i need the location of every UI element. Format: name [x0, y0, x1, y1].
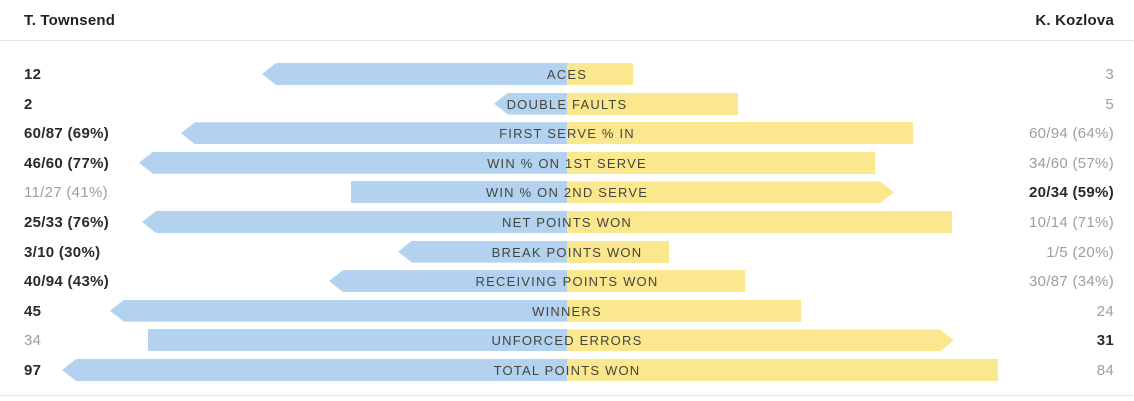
- left-player-bar: [329, 270, 567, 293]
- right-player-value: 1/5 (20%): [1046, 243, 1114, 261]
- stat-row: ACES 12 3: [0, 63, 1134, 93]
- right-player-bar: [567, 210, 952, 233]
- left-player-bar: [62, 358, 567, 381]
- left-player-bar: [351, 181, 567, 204]
- right-player-bar: [567, 299, 801, 322]
- right-player-value: 5: [1105, 95, 1114, 113]
- right-player-value: 31: [1096, 332, 1114, 350]
- stats-rows-container: ACES 12 3 DOUBLE FAULTS 2 5 FIRST SERVE % IN 60…: [0, 41, 1134, 389]
- right-player-bar: [567, 270, 745, 293]
- left-player-value: 3/10 (30%): [24, 243, 101, 261]
- left-player-bar: [181, 122, 567, 145]
- stat-row: FIRST SERVE % IN 60/87 (69%) 60/94 (64%): [0, 122, 1134, 152]
- stat-row: DOUBLE FAULTS 2 5: [0, 92, 1134, 123]
- right-player-bar: [567, 181, 894, 203]
- stats-header: T. Townsend K. Kozlova: [0, 0, 1134, 41]
- stat-row: WINNERS 45 24: [0, 299, 1134, 330]
- stat-label: TOTAL POINTS WON: [493, 362, 641, 378]
- stat-label: NET POINTS WON: [502, 214, 632, 230]
- stat-label: WINNERS: [532, 303, 602, 319]
- left-player-value: 25/33 (76%): [24, 213, 110, 231]
- left-player-value: 2: [24, 95, 33, 113]
- stat-label: RECEIVING POINTS WON: [475, 274, 659, 290]
- stat-label: WIN % ON 2ND SERVE: [485, 185, 649, 201]
- right-player-value: 30/87 (34%): [1028, 273, 1114, 291]
- stat-label: UNFORCED ERRORS: [491, 333, 643, 349]
- left-player-bar: [148, 329, 567, 352]
- left-player-bar: [262, 63, 567, 85]
- stat-row: BREAK POINTS WON 3/10 (30%) 1/5 (20%): [0, 240, 1134, 271]
- stat-row: UNFORCED ERRORS 34 31: [0, 329, 1134, 359]
- left-player-value: 12: [24, 66, 42, 83]
- right-player-name: K. Kozlova: [1035, 12, 1114, 29]
- right-player-bar: [567, 92, 738, 115]
- left-player-value: 60/87 (69%): [24, 125, 110, 143]
- right-player-value: 24: [1096, 302, 1114, 320]
- bottom-divider: [0, 394, 1134, 396]
- stat-label: ACES: [546, 67, 588, 82]
- left-player-value: 45: [24, 302, 42, 320]
- right-player-bar: [567, 151, 875, 174]
- stat-row: WIN % ON 2ND SERVE 11/27 (41%) 20/34 (59%): [0, 181, 1134, 211]
- right-player-value: 34/60 (57%): [1028, 154, 1114, 172]
- left-player-value: 34: [24, 332, 42, 350]
- left-player-bar: [142, 210, 567, 233]
- stat-label: DOUBLE FAULTS: [506, 96, 628, 112]
- stat-row: NET POINTS WON 25/33 (76%) 10/14 (71%): [0, 210, 1134, 241]
- left-player-bar: [494, 92, 567, 115]
- left-player-value: 11/27 (41%): [24, 184, 108, 202]
- left-player-bar: [110, 299, 567, 322]
- right-player-value: 20/34 (59%): [1028, 184, 1114, 202]
- left-player-value: 46/60 (77%): [24, 154, 110, 172]
- right-player-value: 3: [1105, 66, 1114, 83]
- left-player-bar: [398, 240, 567, 263]
- left-player-value: 40/94 (43%): [24, 273, 110, 291]
- stat-row: RECEIVING POINTS WON 40/94 (43%) 30/87 (34…: [0, 270, 1134, 300]
- right-player-bar: [567, 122, 913, 145]
- right-player-value: 60/94 (64%): [1028, 125, 1114, 143]
- right-player-value: 10/14 (71%): [1028, 213, 1114, 231]
- left-player-bar: [139, 151, 567, 174]
- stat-row: TOTAL POINTS WON 97 84: [0, 358, 1134, 389]
- stat-label: FIRST SERVE % IN: [499, 126, 635, 142]
- stat-row: WIN % ON 1ST SERVE 46/60 (77%) 34/60 (57%): [0, 151, 1134, 182]
- right-player-value: 84: [1096, 361, 1114, 379]
- stat-label: BREAK POINTS WON: [491, 244, 643, 260]
- left-player-value: 97: [24, 361, 42, 379]
- left-player-name: T. Townsend: [24, 12, 116, 29]
- right-player-bar: [567, 358, 998, 381]
- stat-label: WIN % ON 1ST SERVE: [487, 155, 647, 171]
- right-player-bar: [567, 63, 633, 85]
- right-player-bar: [567, 240, 669, 263]
- right-player-bar: [567, 329, 954, 351]
